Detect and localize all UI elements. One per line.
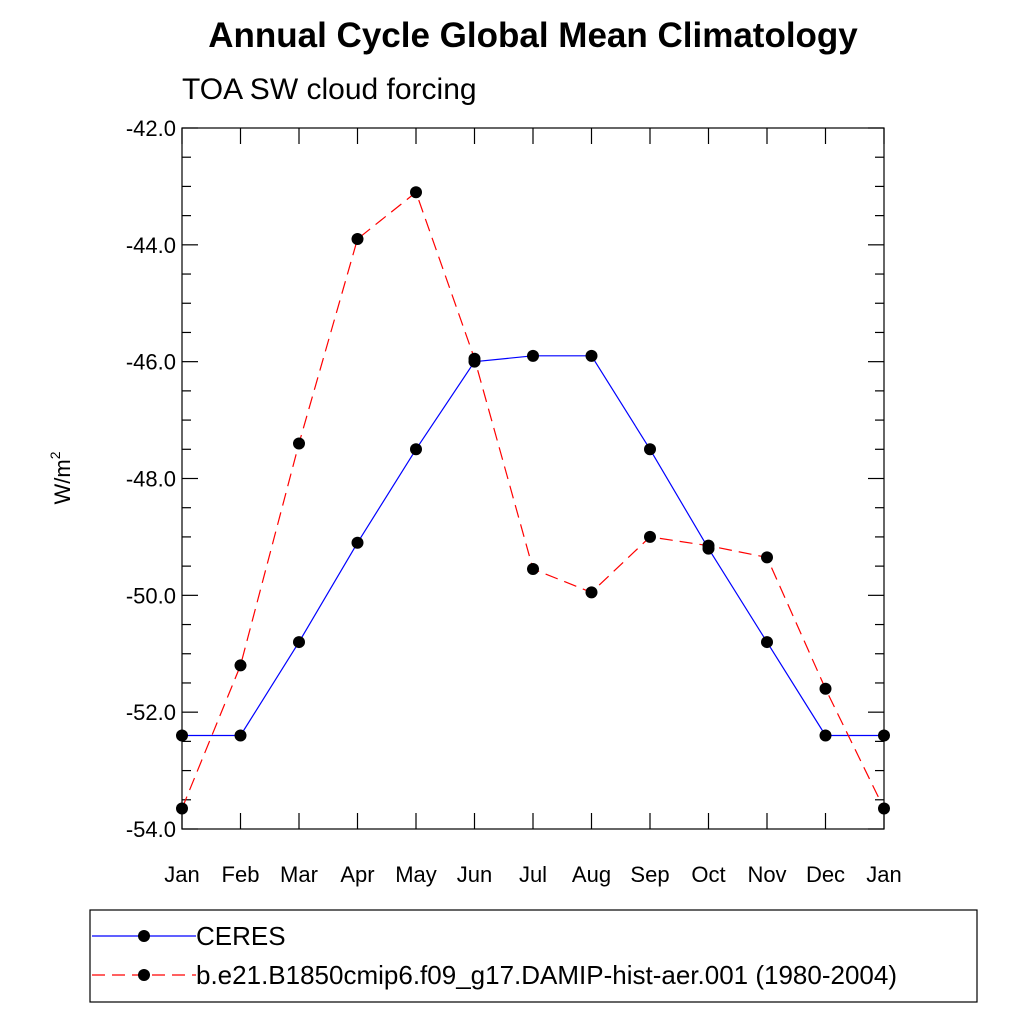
series-1-point <box>235 659 247 671</box>
series-0-point <box>527 350 539 362</box>
x-tick-label: Dec <box>806 862 845 887</box>
y-tick-label: -50.0 <box>126 583 176 608</box>
series-1-point <box>820 683 832 695</box>
y-axis-label-superscript: 2 <box>47 451 63 459</box>
legend-label-ceres: CERES <box>196 921 286 951</box>
series-1-point <box>410 186 422 198</box>
y-axis-label: W/m2 <box>47 451 75 504</box>
x-tick-label: Aug <box>572 862 611 887</box>
series-layer <box>176 186 890 814</box>
legend-marker-ceres <box>138 930 150 942</box>
x-tick-label: Oct <box>691 862 725 887</box>
series-0-point <box>586 350 598 362</box>
x-tick-label: Jan <box>866 862 901 887</box>
x-tick-label: Sep <box>630 862 669 887</box>
y-tick-label: -48.0 <box>126 467 176 492</box>
x-tick-label: Jun <box>457 862 492 887</box>
series-0-point <box>293 636 305 648</box>
series-1-point <box>586 586 598 598</box>
series-1-point <box>352 233 364 245</box>
series-1-point <box>293 437 305 449</box>
series-0-point <box>761 636 773 648</box>
y-tick-label: -54.0 <box>126 817 176 842</box>
series-0-point <box>176 730 188 742</box>
chart-subtitle: TOA SW cloud forcing <box>182 73 477 106</box>
series-0-point <box>820 730 832 742</box>
series-1-point <box>878 803 890 815</box>
series-1-point <box>761 551 773 563</box>
chart-title: Annual Cycle Global Mean Climatology <box>208 16 858 55</box>
series-0-point <box>352 537 364 549</box>
series-line-0 <box>182 356 884 736</box>
y-axis-label-base: W/m <box>50 459 75 504</box>
series-0-point <box>410 443 422 455</box>
series-1-point <box>644 531 656 543</box>
series-0-point <box>235 730 247 742</box>
x-tick-label: Apr <box>340 862 374 887</box>
series-1-point <box>469 353 481 365</box>
plot-frame <box>182 128 884 829</box>
y-tick-label: -46.0 <box>126 350 176 375</box>
series-0-point <box>878 730 890 742</box>
legend-label-model: b.e21.B1850cmip6.f09_g17.DAMIP-hist-aer.… <box>196 960 897 990</box>
y-tick-label: -52.0 <box>126 700 176 725</box>
x-axis: Jan Feb Mar Apr May Jun Jul Aug Sep Oct Nov Dec Jan <box>164 128 901 887</box>
y-tick-label: -44.0 <box>126 233 176 258</box>
series-1-point <box>703 540 715 552</box>
series-line-1 <box>182 192 884 808</box>
x-tick-label: Feb <box>222 862 260 887</box>
series-1-point <box>527 563 539 575</box>
x-tick-label: Mar <box>280 862 318 887</box>
x-tick-label: Jan <box>164 862 199 887</box>
x-tick-label: May <box>395 862 437 887</box>
x-tick-label: Nov <box>747 862 786 887</box>
y-tick-label: -42.0 <box>126 116 176 141</box>
series-1-point <box>176 803 188 815</box>
series-0-point <box>644 443 656 455</box>
legend-marker-model <box>138 969 150 981</box>
x-tick-label: Jul <box>519 862 547 887</box>
